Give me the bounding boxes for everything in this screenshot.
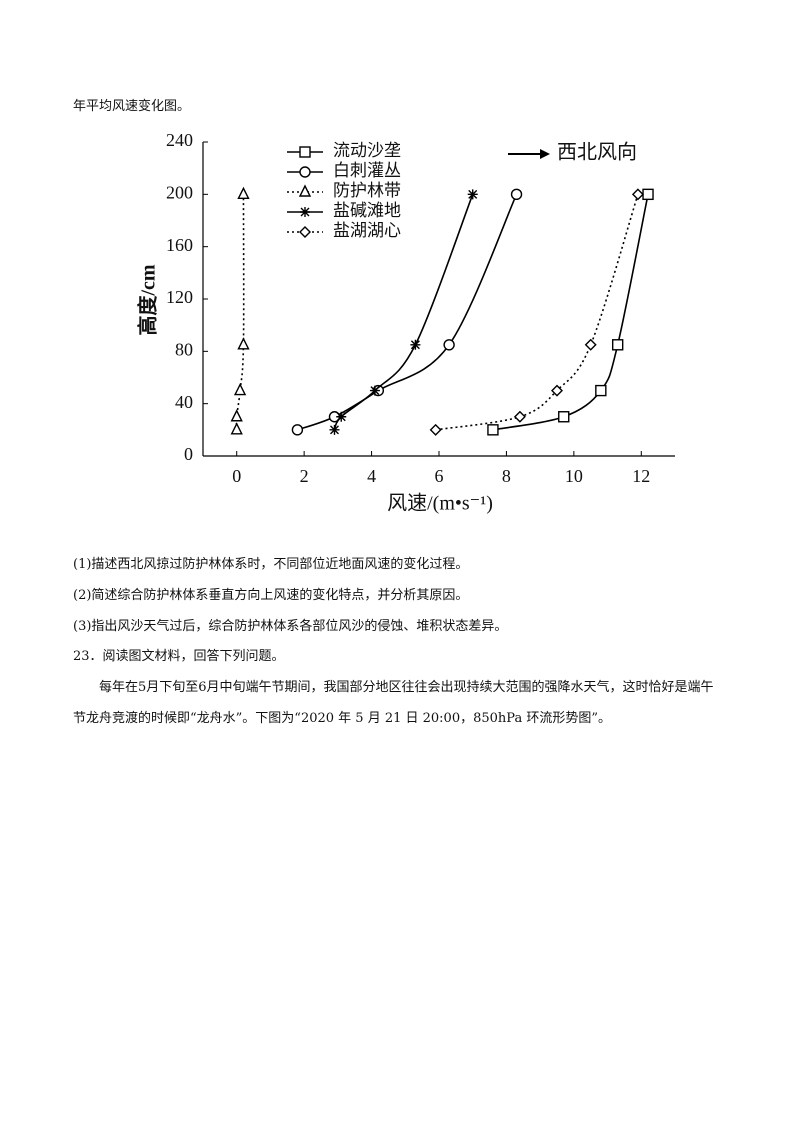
marker bbox=[513, 410, 526, 423]
legend-label: 盐湖湖心 bbox=[333, 221, 401, 240]
x-tick-label: 0 bbox=[232, 466, 241, 486]
x-tick-label: 2 bbox=[300, 466, 309, 486]
marker bbox=[410, 339, 421, 350]
legend-label: 盐碱滩地 bbox=[333, 201, 401, 220]
legend-marker bbox=[300, 207, 310, 217]
x-tick-label: 10 bbox=[565, 466, 583, 486]
marker bbox=[558, 411, 570, 423]
arrow-head bbox=[540, 149, 550, 159]
y-tick-label: 160 bbox=[166, 235, 193, 255]
marker bbox=[642, 188, 654, 201]
series-line bbox=[435, 194, 639, 431]
x-tick-label: 8 bbox=[502, 466, 511, 486]
x-tick-label: 6 bbox=[435, 466, 444, 486]
series-line bbox=[297, 194, 518, 431]
annotation: 西北风向 bbox=[557, 141, 637, 164]
section-heading: 23．阅读图文材料，回答下列问题。 bbox=[73, 649, 285, 664]
caption: 年平均风速变化图。 bbox=[73, 99, 191, 114]
marker bbox=[237, 186, 250, 200]
marker bbox=[487, 424, 499, 436]
marker bbox=[233, 383, 247, 396]
marker bbox=[336, 411, 347, 422]
y-tick-label: 120 bbox=[166, 287, 193, 307]
marker bbox=[595, 384, 607, 397]
legend-label: 防护林带 bbox=[333, 181, 401, 200]
y-tick-label: 40 bbox=[175, 392, 193, 412]
question: (2)简述综合防护林体系垂直方向上风速的变化特点，并分析其原因。 bbox=[73, 588, 469, 603]
marker bbox=[551, 384, 563, 397]
legend-marker bbox=[299, 166, 311, 178]
y-axis-label: 高度/cm bbox=[136, 264, 160, 335]
marker bbox=[329, 424, 340, 435]
x-tick-label: 4 bbox=[367, 466, 376, 486]
question: (3)指出风沙天气过后，综合防护林体系各部位风沙的侵蚀、堆积状态差异。 bbox=[73, 619, 508, 634]
y-tick-label: 240 bbox=[166, 130, 193, 150]
marker bbox=[611, 339, 624, 351]
marker bbox=[510, 188, 523, 201]
marker bbox=[230, 422, 243, 435]
marker bbox=[467, 189, 478, 200]
legend-marker bbox=[298, 184, 312, 197]
y-tick-label: 200 bbox=[166, 182, 193, 202]
legend-label: 白刺灌丛 bbox=[333, 161, 401, 180]
marker bbox=[291, 424, 304, 436]
legend-marker bbox=[299, 226, 311, 238]
marker bbox=[230, 409, 243, 422]
marker bbox=[369, 385, 380, 396]
x-axis-label: 风速/(m•s⁻¹) bbox=[387, 492, 493, 515]
marker bbox=[631, 188, 644, 201]
marker bbox=[429, 423, 442, 436]
legend-marker bbox=[299, 146, 311, 158]
paragraph: 每年在5月下旬至6月中旬端午节期间，我国部分地区往往会出现持续大范围的强降水天气… bbox=[73, 680, 714, 726]
series-line bbox=[492, 194, 649, 431]
y-tick-label: 80 bbox=[175, 339, 193, 359]
legend-label: 流动沙垄 bbox=[333, 141, 401, 160]
marker bbox=[584, 338, 597, 351]
question: (1)描述西北风掠过防护林体系时，不同部位近地面风速的变化过程。 bbox=[73, 557, 469, 572]
x-tick-label: 12 bbox=[632, 466, 650, 486]
chart: 高度/cm 风速/(m•s⁻¹) 西北风向 0 40 80 120 160 200 240 0… bbox=[136, 130, 675, 515]
y-tick-label: 0 bbox=[184, 444, 193, 464]
marker bbox=[237, 337, 250, 350]
marker bbox=[443, 339, 455, 351]
